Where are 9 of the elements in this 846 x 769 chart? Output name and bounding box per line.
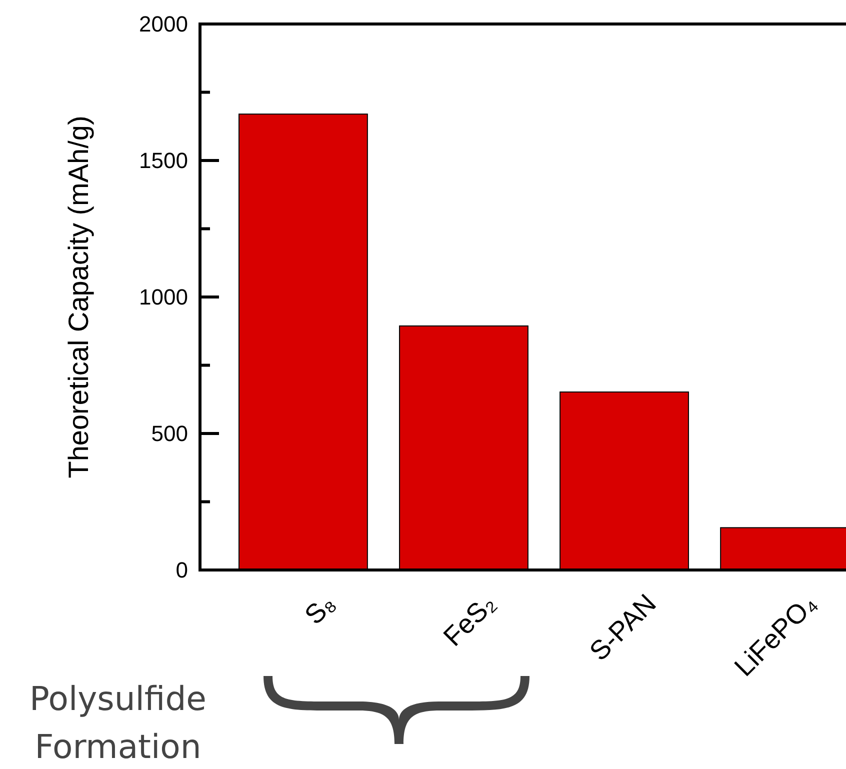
y-tick-label: 1000: [139, 284, 188, 310]
y-tick-label: 2000: [139, 12, 188, 37]
y-tick-label: 1500: [139, 148, 188, 174]
x-tick-label: S₈: [298, 588, 341, 630]
y-tick-label: 0: [176, 558, 188, 583]
text: Polysulfide Formation: [30, 679, 206, 766]
y-axis-title: Theoretical Capacity (mAh/g): [63, 116, 94, 478]
x-tick-label: FeS₂: [438, 588, 502, 652]
y-tick-label: 500: [151, 421, 188, 446]
